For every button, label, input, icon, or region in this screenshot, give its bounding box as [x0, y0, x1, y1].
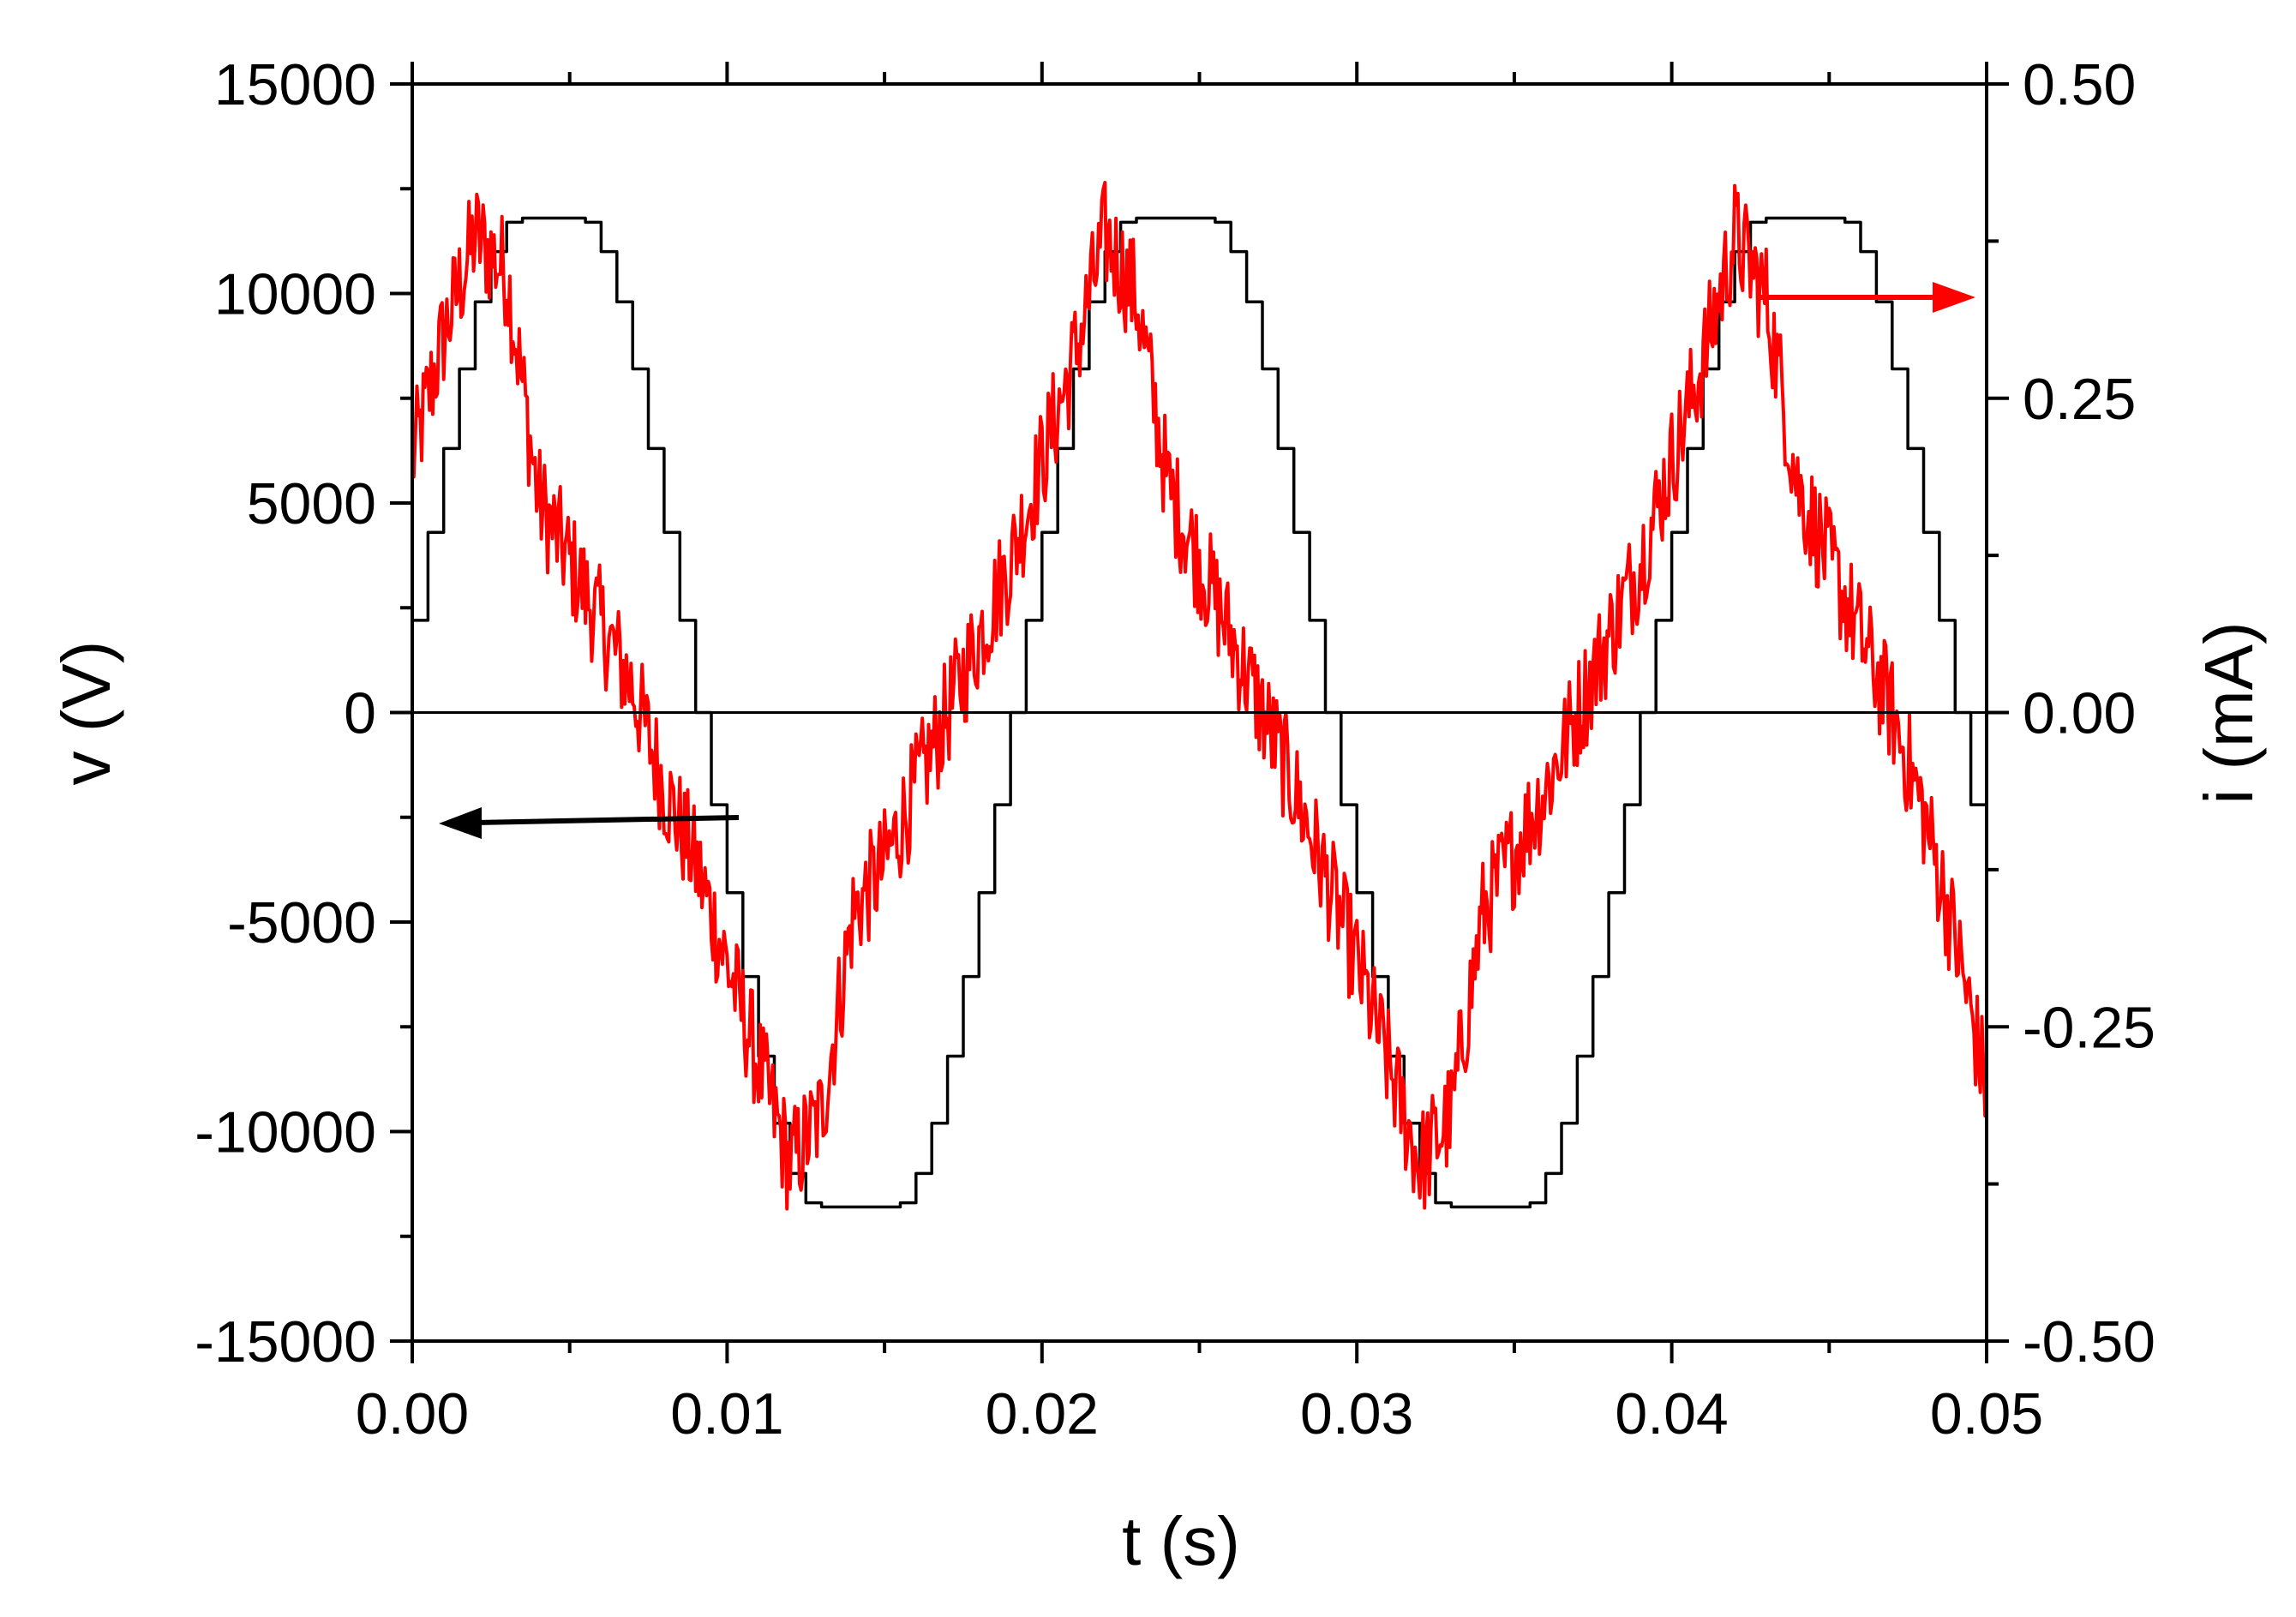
y2-axis-label: i (mA) [2191, 621, 2267, 804]
left-axis-arrow [439, 807, 740, 839]
y-tick-label: 0 [344, 681, 376, 746]
y-axis-label: v (V) [48, 641, 124, 786]
x-tick-label: 0.00 [356, 1381, 469, 1446]
x-tick-label: 0.01 [670, 1381, 783, 1446]
x-tick-label: 0.05 [1930, 1381, 2043, 1446]
tick-labels: 0.00 0.01 0.02 0.03 0.04 0.05 15000 10000 5000 0 -… [195, 52, 2155, 1446]
y2-tick-label: 0.50 [2023, 52, 2136, 117]
right-axis-arrow [1759, 282, 1975, 313]
axis-ticks [390, 62, 2009, 1363]
y-tick-label: -5000 [227, 890, 376, 955]
y2-tick-label: -0.50 [2023, 1309, 2155, 1374]
x-axis-label: t (s) [1122, 1503, 1240, 1579]
x-tick-label: 0.02 [986, 1381, 1099, 1446]
x-tick-label: 0.04 [1615, 1381, 1728, 1446]
y2-tick-label: 0.25 [2023, 367, 2136, 432]
y2-tick-label: -0.25 [2023, 995, 2155, 1060]
y-tick-label: 5000 [247, 471, 376, 536]
x-tick-label: 0.03 [1300, 1381, 1413, 1446]
y-tick-label: 10000 [214, 262, 376, 327]
y-tick-label: 15000 [214, 52, 376, 117]
y2-tick-label: 0.00 [2023, 681, 2136, 746]
y-tick-label: -15000 [195, 1309, 376, 1374]
y-tick-label: -10000 [195, 1100, 376, 1165]
